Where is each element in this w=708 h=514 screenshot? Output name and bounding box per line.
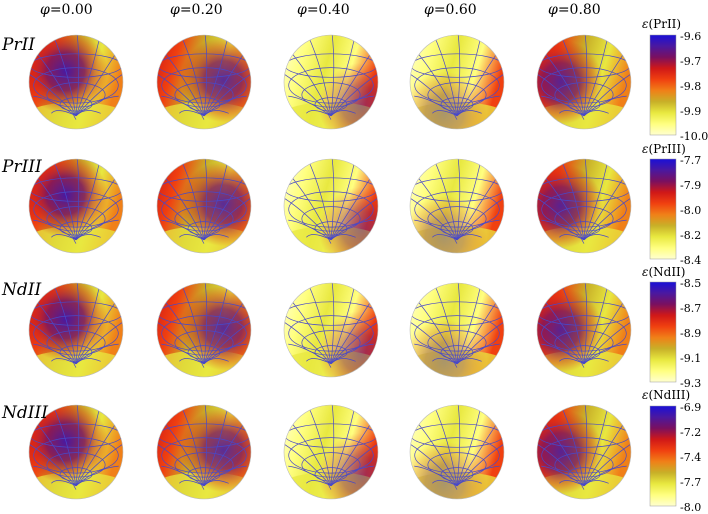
colorbar-tick: -9.3 xyxy=(680,377,702,390)
surface-map-sphere xyxy=(28,34,124,130)
colorbar-tick: -8.9 xyxy=(680,327,702,340)
colorbar-tick: -7.7 xyxy=(680,154,702,167)
surface-map-sphere xyxy=(156,158,252,254)
colorbar-tick: -8.0 xyxy=(680,501,702,514)
phase-label: φ=0.60 xyxy=(424,2,477,18)
colorbar-tick: -6.9 xyxy=(680,401,702,414)
surface-map-sphere xyxy=(28,158,124,254)
surface-map-sphere xyxy=(283,158,379,254)
surface-map-sphere xyxy=(283,404,379,500)
colorbar-tick: -9.6 xyxy=(680,30,702,43)
surface-map-sphere xyxy=(409,34,505,130)
colorbar-tick: -7.9 xyxy=(680,179,702,192)
colorbar xyxy=(649,281,677,383)
row-label-ndii: NdII xyxy=(2,280,42,300)
colorbar-tick: -9.1 xyxy=(680,352,702,365)
surface-map-sphere xyxy=(156,404,252,500)
surface-map-sphere xyxy=(409,282,505,378)
colorbar-tick: -8.4 xyxy=(680,254,702,267)
row-label-prii: PrII xyxy=(2,35,35,55)
surface-map-sphere xyxy=(409,404,505,500)
surface-map-sphere xyxy=(409,158,505,254)
colorbar-tick: -9.7 xyxy=(680,55,702,68)
surface-map-sphere xyxy=(536,158,632,254)
colorbar-title: ε(PrII) xyxy=(642,17,682,31)
surface-map-sphere xyxy=(283,34,379,130)
colorbar xyxy=(649,158,677,260)
phase-label: φ=0.40 xyxy=(297,2,350,18)
colorbar-tick: -10.0 xyxy=(680,130,708,143)
colorbar-tick: -7.2 xyxy=(680,426,702,439)
phase-label: φ=0.80 xyxy=(548,2,601,18)
row-label-priii: PrIII xyxy=(2,157,42,177)
colorbar-tick: -7.7 xyxy=(680,476,702,489)
surface-map-sphere xyxy=(536,34,632,130)
surface-map-sphere xyxy=(536,282,632,378)
colorbar-tick: -9.9 xyxy=(680,105,702,118)
colorbar-tick: -9.8 xyxy=(680,80,702,93)
colorbar-tick: -8.7 xyxy=(680,302,702,315)
colorbar-title: ε(PrIII) xyxy=(642,142,686,156)
colorbar-title: ε(NdIII) xyxy=(642,388,691,402)
colorbar-title: ε(NdII) xyxy=(642,265,686,279)
colorbar-tick: -8.0 xyxy=(680,204,702,217)
surface-map-sphere xyxy=(28,404,124,500)
colorbar-tick: -7.4 xyxy=(680,451,702,464)
surface-map-sphere xyxy=(28,282,124,378)
colorbar-tick: -8.2 xyxy=(680,229,702,242)
colorbar-tick: -8.5 xyxy=(680,277,702,290)
surface-map-sphere xyxy=(156,282,252,378)
surface-map-sphere xyxy=(536,404,632,500)
colorbar xyxy=(649,405,677,507)
surface-map-sphere xyxy=(156,34,252,130)
surface-map-sphere xyxy=(283,282,379,378)
phase-label: φ=0.00 xyxy=(40,2,93,18)
phase-label: φ=0.20 xyxy=(170,2,223,18)
row-label-ndiii: NdIII xyxy=(2,403,48,423)
colorbar xyxy=(649,34,677,136)
